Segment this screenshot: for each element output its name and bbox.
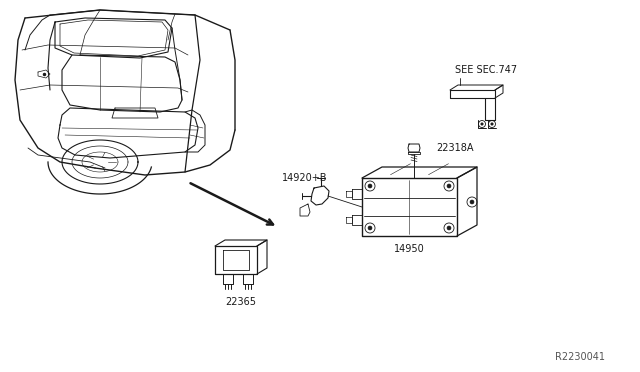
Text: SEE SEC.747: SEE SEC.747	[455, 65, 517, 75]
Circle shape	[368, 226, 372, 230]
Circle shape	[481, 123, 483, 125]
Text: 22365: 22365	[225, 297, 257, 307]
Text: R2230041: R2230041	[555, 352, 605, 362]
Circle shape	[491, 123, 493, 125]
Circle shape	[368, 184, 372, 188]
Text: 22318A: 22318A	[436, 143, 474, 153]
Circle shape	[447, 226, 451, 230]
Text: 14950: 14950	[394, 244, 424, 254]
Circle shape	[447, 184, 451, 188]
Text: 14920+B: 14920+B	[282, 173, 328, 183]
Circle shape	[470, 200, 474, 204]
